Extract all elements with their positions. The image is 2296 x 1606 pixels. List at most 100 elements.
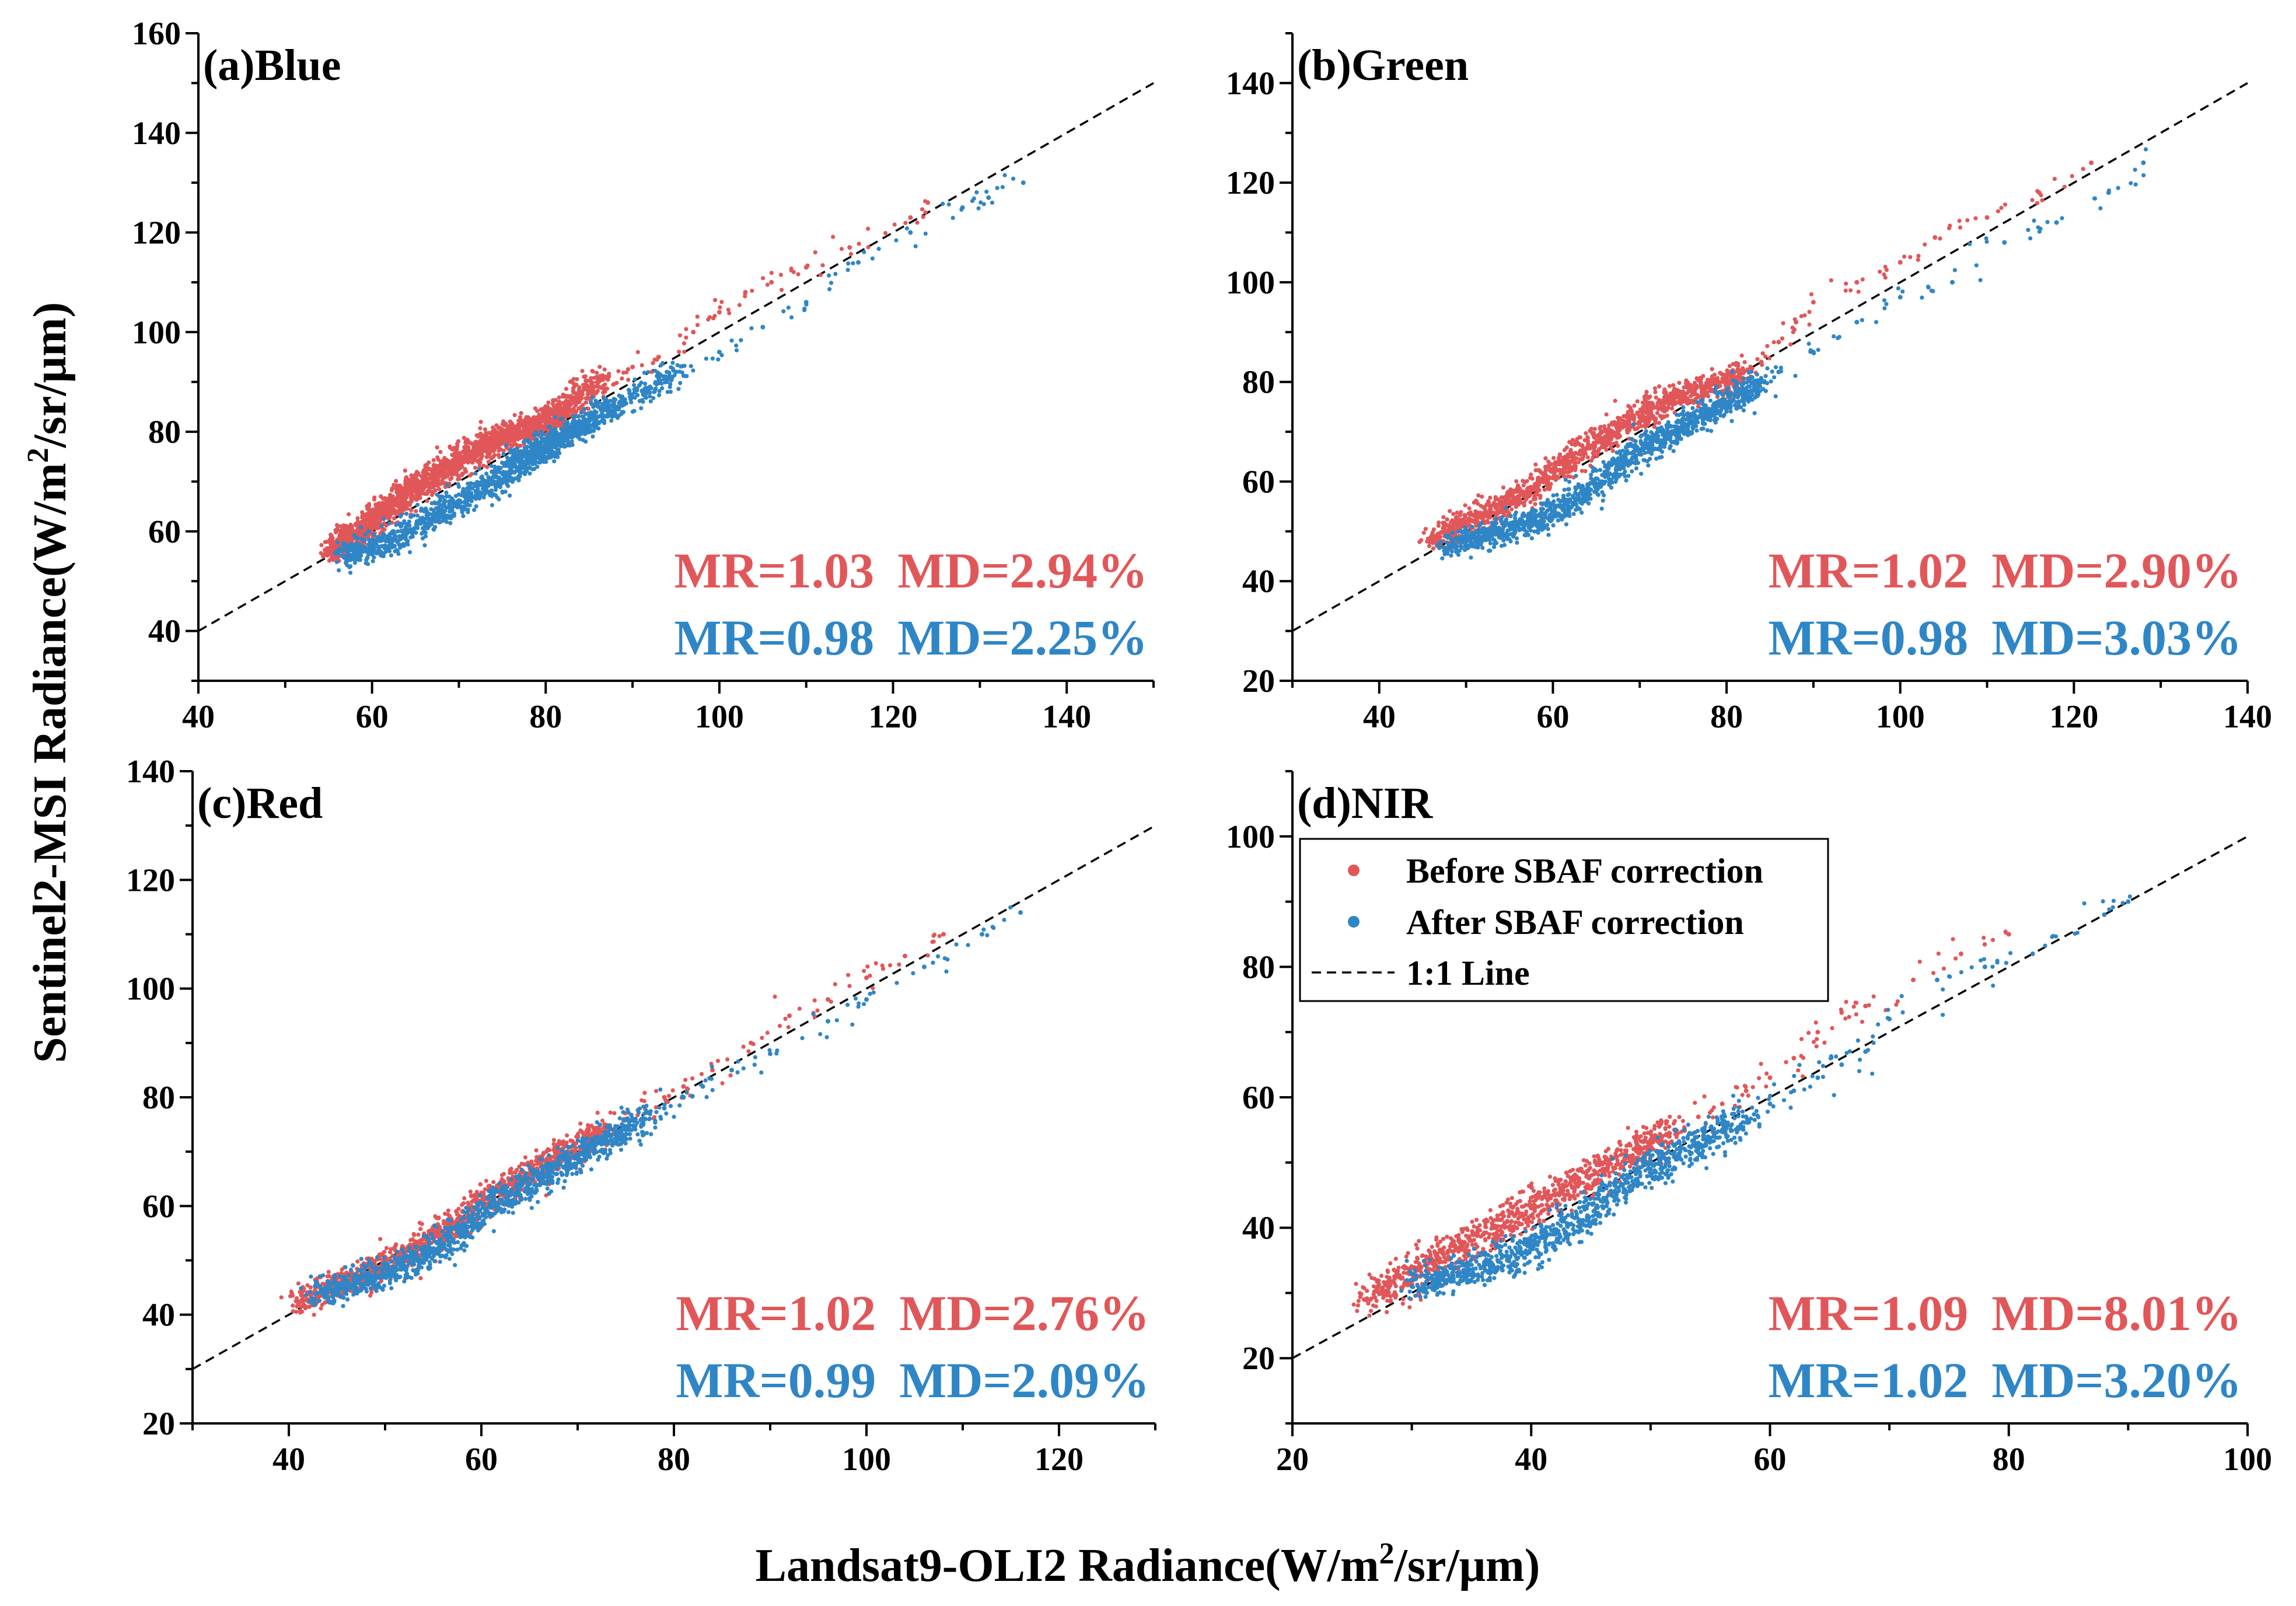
scatter-point	[813, 250, 817, 255]
scatter-point	[976, 206, 981, 211]
scatter-point	[923, 231, 928, 236]
scatter-point	[422, 508, 427, 512]
scatter-point	[1483, 504, 1487, 509]
scatter-point	[354, 523, 358, 528]
scatter-point	[678, 380, 683, 386]
stat-before-md: MD=2.94%	[897, 543, 1148, 599]
scatter-point	[601, 383, 606, 388]
scatter-point	[1440, 530, 1445, 535]
scatter-point	[469, 486, 474, 491]
scatter-point	[462, 445, 467, 450]
scatter-point	[1512, 496, 1516, 501]
scatter-point	[410, 496, 414, 501]
scatter-point	[712, 314, 717, 319]
scatter-point	[1430, 532, 1434, 537]
x-tick-label: 60	[356, 699, 389, 735]
scatter-point	[986, 195, 991, 200]
scatter-point	[737, 303, 742, 307]
panel-title: (a)Blue	[203, 41, 341, 90]
scatter-point	[414, 497, 419, 502]
scatter-point	[1514, 479, 1519, 484]
scatter-point	[437, 499, 442, 504]
scatter-point	[469, 481, 473, 485]
scatter-point	[1423, 527, 1428, 531]
scatter-point	[567, 404, 571, 408]
scatter-point	[1555, 474, 1560, 479]
scatter-point	[527, 458, 532, 463]
scatter-point	[1662, 414, 1667, 419]
y-tick-label: 100	[132, 314, 181, 351]
scatter-point	[639, 380, 644, 385]
scatter-point	[595, 370, 599, 375]
scatter-point	[781, 309, 786, 314]
scatter-point	[390, 486, 394, 491]
scatter-point	[490, 438, 494, 442]
scatter-point	[364, 522, 368, 527]
scatter-point	[436, 514, 441, 519]
scatter-point	[545, 404, 550, 409]
scatter-point	[431, 485, 435, 489]
scatter-point	[602, 367, 607, 372]
scatter-point	[378, 516, 382, 521]
scatter-point	[399, 513, 404, 517]
scatter-point	[1609, 431, 1614, 436]
scatter-point	[915, 221, 920, 225]
scatter-point	[558, 442, 563, 447]
scatter-point	[337, 568, 341, 573]
scatter-point	[477, 467, 482, 471]
scatter-point	[1543, 456, 1548, 461]
scatter-point	[341, 541, 346, 545]
scatter-point	[490, 503, 495, 508]
scatter-point	[417, 487, 422, 492]
scatter-point	[1657, 421, 1662, 425]
scatter-point	[646, 390, 651, 394]
scatter-point	[400, 509, 404, 514]
scatter-point	[1570, 460, 1574, 464]
scatter-point	[1572, 468, 1578, 473]
scatter-point	[1543, 464, 1547, 469]
scatter-point	[1455, 510, 1459, 515]
scatter-point	[379, 524, 384, 529]
scatter-point	[458, 454, 463, 459]
scatter-point	[1672, 397, 1677, 402]
scatter-point	[403, 468, 407, 473]
scatter-point	[627, 389, 632, 393]
scatter-point	[495, 495, 499, 500]
scatter-point	[1664, 398, 1669, 403]
scatter-point	[626, 377, 631, 382]
scatter-point	[1448, 509, 1452, 513]
scatter-point	[453, 494, 458, 498]
x-tick-label: 80	[529, 699, 562, 735]
scatter-point	[535, 464, 540, 469]
x-tick-label: 120	[869, 699, 918, 735]
scatter-point	[497, 454, 502, 459]
scatter-point	[371, 559, 375, 564]
scatter-point	[862, 250, 866, 254]
scatter-point	[719, 353, 724, 358]
scatter-point	[984, 190, 989, 194]
scatter-point	[355, 536, 360, 541]
scatter-point	[408, 527, 413, 532]
scatter-point	[904, 226, 910, 231]
scatter-point	[420, 482, 424, 487]
scatter-point	[505, 455, 509, 460]
y-tick-label: 80	[148, 414, 181, 450]
scatter-point	[554, 434, 560, 439]
scatter-point	[603, 414, 608, 419]
scatter-point	[547, 443, 551, 447]
scatter-point	[459, 508, 464, 512]
scatter-point	[571, 377, 576, 382]
scatter-point	[497, 475, 502, 480]
scatter-point	[473, 471, 478, 476]
scatter-point	[921, 215, 925, 219]
scatter-point	[510, 468, 515, 474]
scatter-point	[585, 378, 590, 383]
scatter-point	[534, 432, 539, 437]
scatter-point	[444, 505, 449, 510]
scatter-point	[1596, 439, 1601, 443]
scatter-point	[478, 426, 483, 431]
scatter-point	[574, 401, 579, 406]
scatter-point	[602, 374, 606, 379]
scatter-point	[344, 523, 349, 529]
scatter-point	[1685, 401, 1690, 406]
